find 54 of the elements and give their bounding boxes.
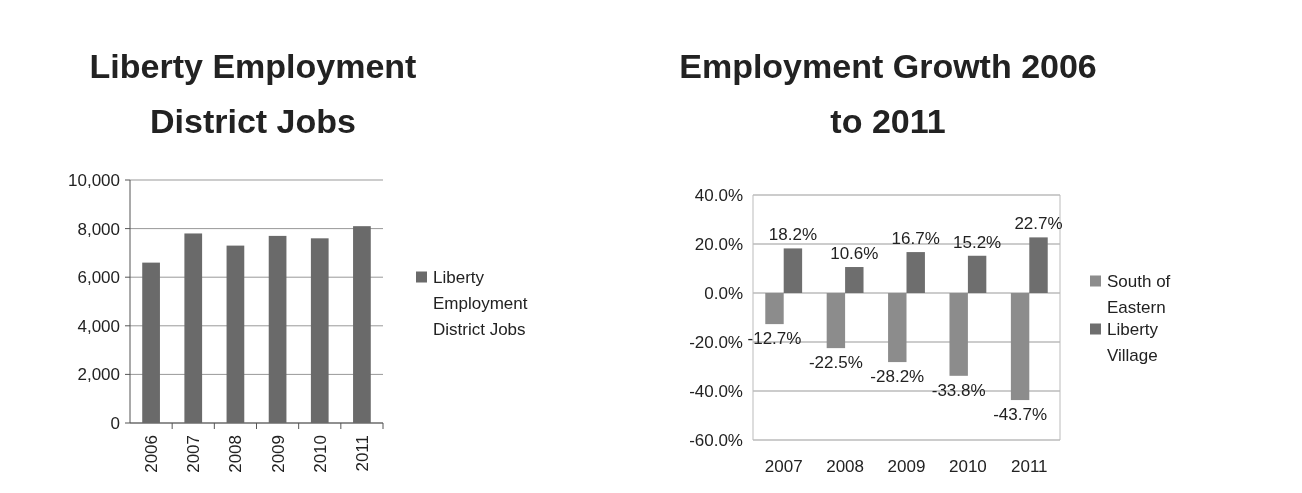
bar [1010, 293, 1030, 401]
data-label: -22.5% [808, 353, 863, 373]
x-tick-label: 2011 [352, 435, 372, 472]
y-tick-label: 40.0% [694, 185, 743, 205]
y-tick-label: 8,000 [77, 219, 120, 239]
x-tick-label: 2007 [764, 457, 803, 476]
data-label: -43.7% [993, 405, 1048, 425]
bar [949, 293, 968, 376]
legend-label: South of Eastern [1107, 272, 1171, 318]
bar [845, 267, 864, 293]
y-tick-label: 20.0% [694, 234, 743, 254]
bar [142, 262, 160, 423]
bar [184, 233, 203, 423]
x-tick-label: 2008 [826, 457, 865, 476]
data-label: 15.2% [953, 232, 1002, 252]
y-tick-label: 6,000 [77, 268, 120, 288]
bar [268, 235, 287, 423]
x-tick-label: 2010 [310, 435, 330, 473]
bar [906, 252, 925, 293]
x-tick-label: 2007 [184, 435, 204, 473]
bar [826, 293, 846, 349]
y-tick-label: -40.0% [689, 381, 743, 401]
data-label: 10.6% [830, 244, 879, 264]
bar [226, 245, 245, 423]
x-tick-label: 2010 [948, 457, 987, 476]
data-label: 18.2% [768, 225, 818, 245]
y-tick-label: 10,000 [68, 170, 120, 190]
data-label: 16.7% [891, 229, 940, 249]
bar [1029, 237, 1048, 293]
data-label: -12.7% [747, 329, 802, 349]
bar [765, 293, 784, 325]
x-tick-label: 2009 [887, 457, 926, 476]
legend-label: Liberty Village [1107, 320, 1159, 366]
bar [967, 255, 987, 293]
data-label: -28.2% [870, 367, 925, 387]
y-tick-label: 0 [110, 413, 120, 433]
bar [888, 293, 907, 363]
y-tick-label: 0.0% [704, 283, 743, 303]
chart-title: Employment Growth 2006 to 2011 [679, 47, 1097, 140]
legend-label: Liberty Employment District Jobs [433, 268, 528, 340]
y-tick-label: 2,000 [77, 365, 120, 385]
bar [310, 238, 329, 423]
bar [353, 226, 371, 423]
x-tick-label: 2011 [1011, 457, 1048, 476]
data-label: 22.7% [1014, 214, 1063, 234]
y-tick-label: 4,000 [77, 316, 120, 336]
chart-title: Liberty Employment District Jobs [89, 47, 417, 140]
y-tick-label: -60.0% [689, 430, 743, 450]
x-tick-label: 2008 [226, 435, 246, 473]
x-tick-label: 2009 [268, 435, 288, 473]
bar [783, 248, 803, 293]
data-label: -33.8% [931, 380, 986, 400]
y-tick-label: -20.0% [689, 332, 743, 352]
x-tick-label: 2006 [142, 435, 162, 473]
